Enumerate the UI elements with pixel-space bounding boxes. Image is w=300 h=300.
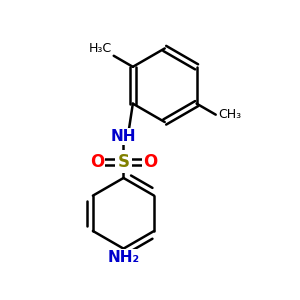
- Text: S: S: [118, 153, 130, 171]
- Text: O: O: [143, 153, 157, 171]
- Text: O: O: [90, 153, 104, 171]
- Text: NH₂: NH₂: [107, 250, 140, 265]
- Text: CH₃: CH₃: [218, 108, 241, 121]
- Text: H₃C: H₃C: [89, 42, 112, 55]
- Text: NH: NH: [111, 129, 136, 144]
